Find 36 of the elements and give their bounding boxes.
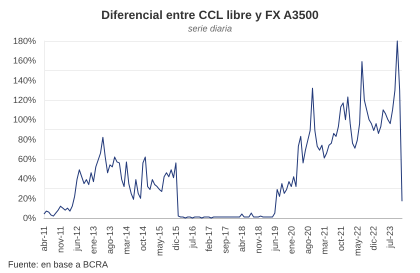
x-tick-label: may-15: [154, 226, 164, 256]
x-tick-label: dic-22: [368, 226, 379, 251]
x-tick-label: jun-12: [72, 226, 82, 252]
y-tick-label: 0%: [22, 213, 36, 223]
x-tick-label: mar-14: [121, 226, 132, 255]
chart-title: Diferencial entre CCL libre y FX A3500: [101, 8, 320, 22]
y-tick-label: 100%: [12, 114, 36, 125]
y-tick-label: 60%: [18, 154, 36, 164]
y-tick-label: 160%: [12, 56, 36, 66]
y-tick-label: 180%: [12, 36, 36, 46]
chart-subtitle: serie diaria: [188, 24, 232, 34]
x-tick-label: sep-17: [220, 226, 230, 254]
x-tick-label: may-22: [352, 226, 362, 256]
y-tick-label: 140%: [12, 75, 36, 86]
x-tick-label: mar-21: [319, 226, 330, 255]
x-tick-label: ago-20: [302, 226, 313, 254]
x-tick-label: abr-18: [236, 226, 247, 252]
x-tick-label: nov-11: [55, 226, 66, 253]
y-tick-label: 80%: [18, 134, 36, 144]
x-tick-label: ene-20: [286, 226, 296, 254]
x-tick-label: nov-18: [253, 226, 264, 254]
source-note: Fuente: en base a BCRA: [8, 260, 108, 270]
y-tick-label: 40%: [18, 174, 36, 184]
x-tick-label: abr-11: [39, 226, 49, 252]
x-tick-label: jun-19: [270, 226, 280, 252]
x-tick-label: feb-17: [204, 226, 214, 252]
x-tick-label: jul-16: [187, 226, 198, 250]
x-tick-label: ago-13: [104, 226, 115, 254]
y-tick-label: 120%: [12, 95, 36, 105]
x-tick-label: oct-21: [336, 226, 346, 252]
x-tick-label: dic-15: [170, 226, 181, 251]
y-tick-label: 20%: [18, 193, 36, 204]
x-tick-label: jul-23: [385, 226, 396, 250]
x-tick-label: oct-14: [138, 226, 148, 252]
x-tick-label: ene-13: [88, 226, 98, 254]
line-series: [44, 40, 402, 218]
